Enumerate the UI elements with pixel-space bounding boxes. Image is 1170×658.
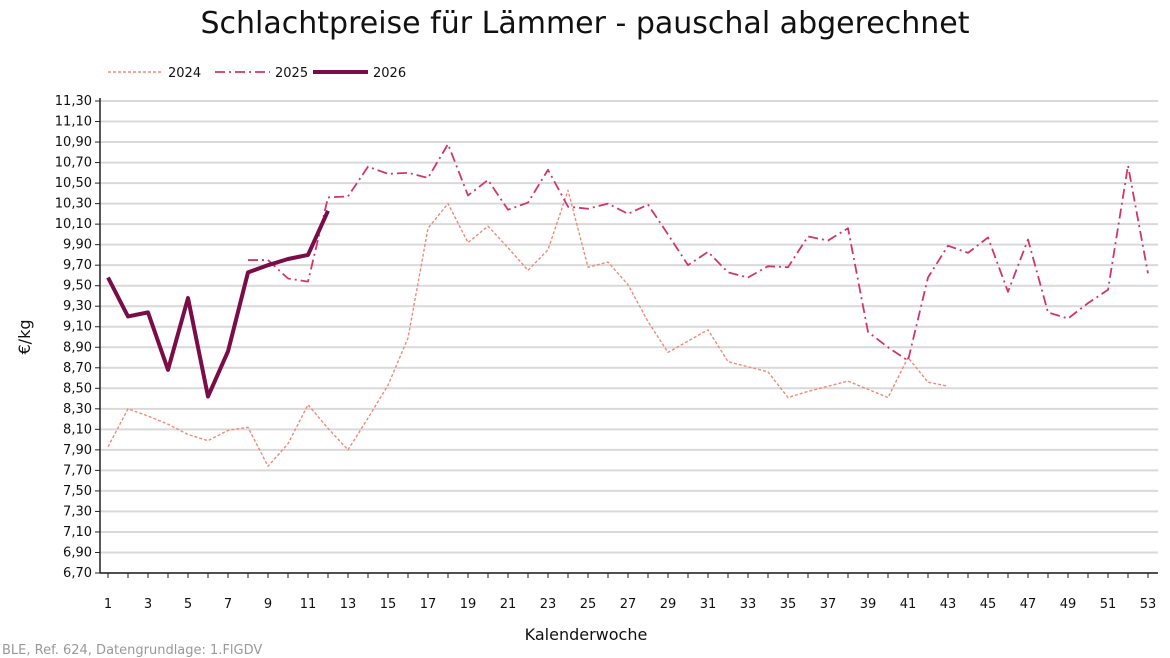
- y-tick-label: 10,70: [55, 156, 92, 171]
- x-tick-label: 35: [780, 597, 797, 612]
- x-tick-label: 5: [184, 597, 192, 612]
- x-tick-label: 25: [580, 597, 597, 612]
- y-tick-label: 8,50: [63, 381, 92, 396]
- x-tick-label: 15: [380, 597, 397, 612]
- y-tick-label: 7,90: [63, 443, 92, 458]
- y-tick-label: 7,30: [63, 504, 92, 519]
- x-tick-label: 9: [264, 597, 272, 612]
- x-tick-label: 19: [460, 597, 477, 612]
- series-line-2025: [248, 143, 1149, 362]
- x-tick-label: 29: [660, 597, 677, 612]
- x-tick-label: 37: [820, 597, 837, 612]
- x-tick-label: 53: [1140, 597, 1157, 612]
- y-tick-label: 8,30: [63, 402, 92, 417]
- y-tick-label: 8,10: [63, 422, 92, 437]
- y-tick-label: 9,50: [63, 279, 92, 294]
- legend-label-2024: 2024: [168, 66, 201, 81]
- x-tick-label: 45: [980, 597, 997, 612]
- y-tick-label: 9,30: [63, 299, 92, 314]
- y-tick-label: 9,10: [63, 320, 92, 335]
- y-tick-label: 10,30: [55, 197, 92, 212]
- x-tick-label: 1: [104, 597, 112, 612]
- x-tick-label: 33: [740, 597, 757, 612]
- x-tick-label: 49: [1060, 597, 1077, 612]
- x-tick-label: 13: [340, 597, 357, 612]
- x-tick-label: 47: [1020, 597, 1037, 612]
- x-tick-label: 39: [860, 597, 877, 612]
- y-tick-label: 11,30: [55, 94, 92, 109]
- x-tick-label: 17: [420, 597, 437, 612]
- x-tick-label: 51: [1100, 597, 1117, 612]
- legend-label-2025: 2025: [275, 66, 308, 81]
- y-tick-label: 9,70: [63, 258, 92, 273]
- y-tick-label: 10,50: [55, 176, 92, 191]
- y-tick-label: 6,70: [63, 566, 92, 581]
- x-tick-label: 11: [300, 597, 317, 612]
- series-line-2026: [106, 209, 330, 399]
- x-tick-label: 43: [940, 597, 957, 612]
- x-tick-label: 3: [144, 597, 152, 612]
- source-note: BLE, Ref. 624, Datengrundlage: 1.FlGDV: [2, 643, 263, 658]
- series-line-2024: [107, 189, 949, 467]
- y-tick-label: 7,70: [63, 463, 92, 478]
- y-tick-label: 10,90: [55, 135, 92, 150]
- x-tick-label: 27: [620, 597, 637, 612]
- x-tick-label: 31: [700, 597, 717, 612]
- y-tick-label: 9,90: [63, 238, 92, 253]
- y-tick-label: 7,50: [63, 484, 92, 499]
- y-tick-label: 11,10: [55, 115, 92, 130]
- y-tick-label: 10,10: [55, 217, 92, 232]
- y-tick-label: 8,90: [63, 340, 92, 355]
- chart-title: Schlachtpreise für Lämmer - pauschal abg…: [200, 6, 970, 41]
- x-tick-label: 7: [224, 597, 232, 612]
- y-axis-label: €/kg: [15, 320, 34, 355]
- legend-label-2026: 2026: [373, 66, 406, 81]
- y-tick-label: 7,10: [63, 525, 92, 540]
- x-tick-label: 21: [500, 597, 517, 612]
- y-tick-label: 8,70: [63, 361, 92, 376]
- y-tick-label: 6,90: [63, 545, 92, 560]
- x-tick-label: 23: [540, 597, 557, 612]
- x-axis-label: Kalenderwoche: [525, 625, 648, 644]
- x-tick-label: 41: [900, 597, 917, 612]
